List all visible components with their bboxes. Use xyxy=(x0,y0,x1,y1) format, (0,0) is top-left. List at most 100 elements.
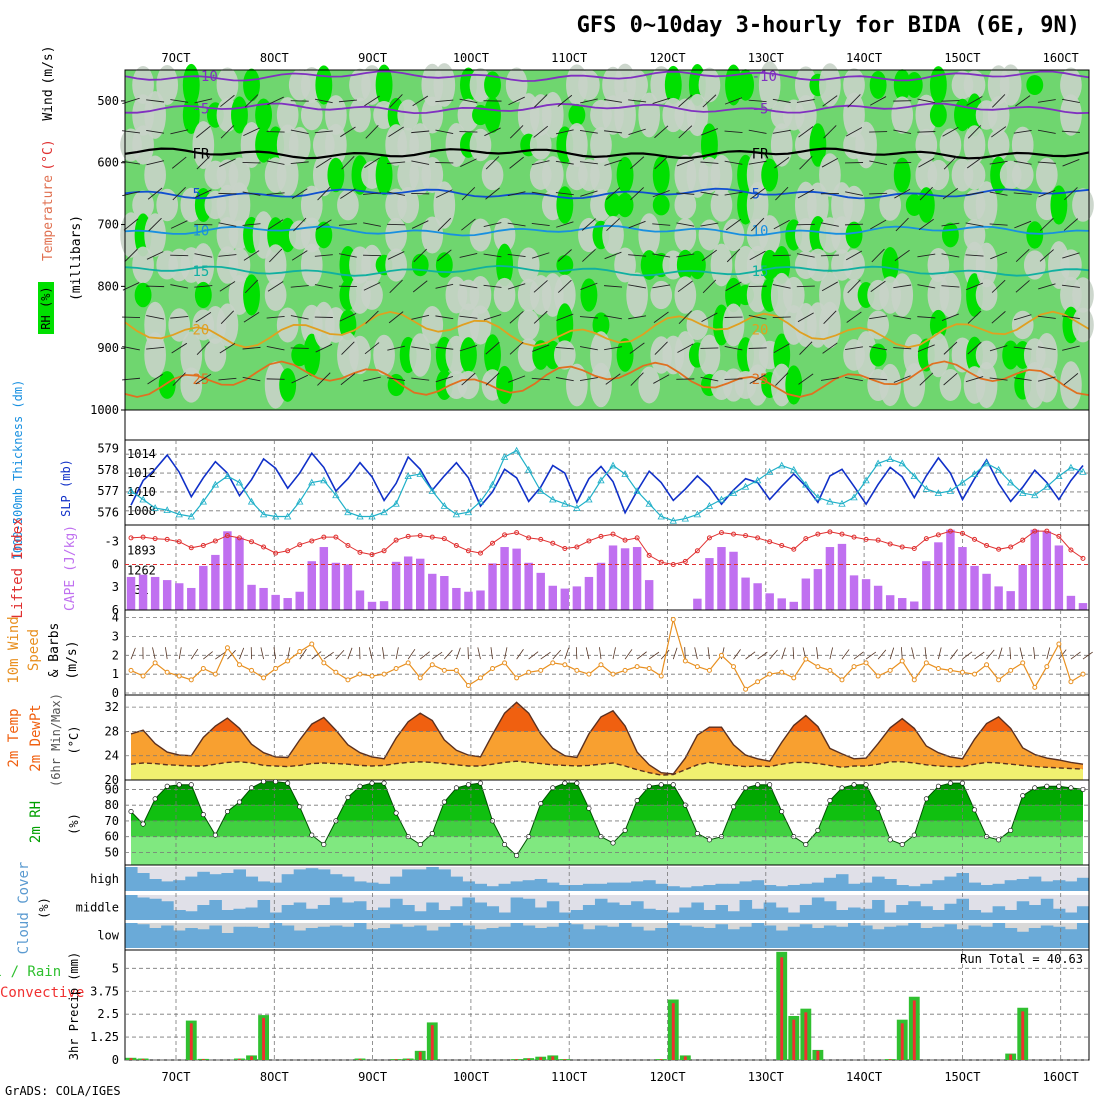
precip-convective-bar xyxy=(418,1051,422,1060)
wind-barb xyxy=(796,253,815,258)
thickness-point xyxy=(934,489,943,497)
rh-point xyxy=(321,842,327,848)
wind-speed-point xyxy=(1044,664,1050,670)
cloud-cover-bar xyxy=(341,902,355,920)
bottom-date-axis: 7OCT 8OCT 9OCT 10OCT 11OCT 12OCT 13OCT 14OCT 15O… xyxy=(162,1070,1079,1084)
wind-barb xyxy=(411,377,430,381)
slp-thickness-panel: 1014 1012 1010 1008 579 578 577 576 1000-500mb T… xyxy=(11,380,1090,560)
date-label-bottom: 10OCT xyxy=(453,1070,489,1084)
rh-dry-cell xyxy=(590,127,612,163)
rh-moist-cell xyxy=(966,273,983,317)
cape-bar xyxy=(476,590,485,610)
cloud-cover-bar xyxy=(498,883,512,891)
cloud-cover-bar xyxy=(763,925,777,948)
wind-barb xyxy=(750,217,765,232)
isotherm-label: 5 xyxy=(192,187,200,203)
rh-moist-cell xyxy=(652,156,670,194)
rh-point xyxy=(694,831,700,837)
slp-tick-label: 1014 xyxy=(127,447,156,461)
wind-barb xyxy=(893,347,912,350)
surface-wind-barb xyxy=(287,647,291,660)
rh-dry-cell xyxy=(794,95,817,135)
wind-barb xyxy=(338,99,357,103)
rh-dry-cell xyxy=(469,68,492,102)
rh-dry-cell xyxy=(132,66,154,104)
cloud-cover-bar xyxy=(872,900,885,920)
cloud-cover-bar xyxy=(932,910,945,920)
wind-barb xyxy=(1038,189,1056,198)
surface-wind-barb xyxy=(816,647,819,660)
lifted-index-point xyxy=(779,542,785,548)
wind-barb xyxy=(869,192,888,195)
wind-speed-point xyxy=(502,660,508,666)
wind-barb xyxy=(799,155,813,170)
wind-speed-point xyxy=(634,664,640,670)
thickness-point xyxy=(693,510,702,518)
cloud-cover-bar xyxy=(426,867,439,891)
wind-speed-point xyxy=(863,660,869,666)
cloud-cover-bar xyxy=(1028,928,1042,948)
thickness-point xyxy=(597,476,605,484)
rh-moist-cell xyxy=(761,249,779,281)
temp-2m-panel: 32 28 24 20 2m Temp 2m DewPt (6hr Min/Max) (°C) xyxy=(6,693,1090,787)
thickness-point xyxy=(525,465,533,473)
wind-barb xyxy=(387,345,405,351)
wind-barb xyxy=(1037,346,1056,350)
wind-barb xyxy=(534,94,548,108)
cape-bar xyxy=(753,583,762,610)
cloud-cover-bar xyxy=(908,901,921,920)
rh-dry-cell xyxy=(505,67,528,103)
cloud-cover-bar xyxy=(751,908,765,920)
cape-bar xyxy=(910,601,919,610)
cloud-cover-bar xyxy=(835,874,849,891)
rh-point xyxy=(586,805,592,811)
wind-speed-point xyxy=(1056,641,1062,647)
surface-wind-barb xyxy=(841,649,850,660)
wind-barb xyxy=(317,186,331,201)
cloud-cover-bar xyxy=(125,867,138,891)
wind-barb xyxy=(966,157,983,169)
wind-speed-point xyxy=(297,649,303,655)
lifted-index-point xyxy=(1080,555,1086,561)
wind-barb xyxy=(989,223,1008,226)
wind-barb xyxy=(1061,98,1080,103)
rh-dry-cell xyxy=(975,279,998,311)
rh-point xyxy=(839,785,845,791)
wind-barb xyxy=(1037,376,1056,382)
surface-wind-barb xyxy=(203,651,213,660)
pressure-axis-label: (millibars) xyxy=(69,215,84,301)
wind-barb xyxy=(724,130,743,133)
rh-dry-cell xyxy=(626,272,648,318)
lifted-index-point xyxy=(514,530,520,536)
cloud-cover-bar xyxy=(715,905,728,920)
wind-tick-label: 4 xyxy=(112,611,119,625)
slp-series xyxy=(130,451,1084,515)
wind-barb xyxy=(628,128,646,135)
rh-moist-cell xyxy=(845,221,863,249)
precip-convective-bar xyxy=(406,1058,410,1060)
cape-bar xyxy=(813,569,823,610)
thickness-point xyxy=(488,480,497,488)
thickness-point xyxy=(1006,478,1015,486)
cloud-cover-bar xyxy=(125,895,138,920)
wind-legend-label: Wind xyxy=(41,89,56,120)
wind-barb xyxy=(654,156,669,170)
rh-dry-cell xyxy=(204,338,227,372)
cloud-cover-bar xyxy=(149,898,162,920)
cape-bar xyxy=(644,580,654,610)
rh-dry-cell xyxy=(602,215,624,255)
thickness-point xyxy=(296,497,304,505)
cape-bar xyxy=(729,551,738,610)
lifted-index-point xyxy=(815,531,821,537)
cape-bar xyxy=(452,587,461,610)
top-date-axis: 7OCT 8OCT 9OCT 10OCT 11OCT 12OCT 13OCT 14OCT 15O… xyxy=(162,51,1079,65)
wind-barb xyxy=(1039,249,1054,262)
wind-barb xyxy=(941,253,960,258)
wind-speed-point xyxy=(622,667,628,673)
wind-barb xyxy=(146,315,165,320)
lifted-index-point xyxy=(670,561,676,567)
cloud-cover-bar xyxy=(1004,910,1018,920)
cloud-cover-bar xyxy=(269,923,283,948)
wind-barb xyxy=(845,223,864,226)
cape-bar xyxy=(488,563,497,610)
